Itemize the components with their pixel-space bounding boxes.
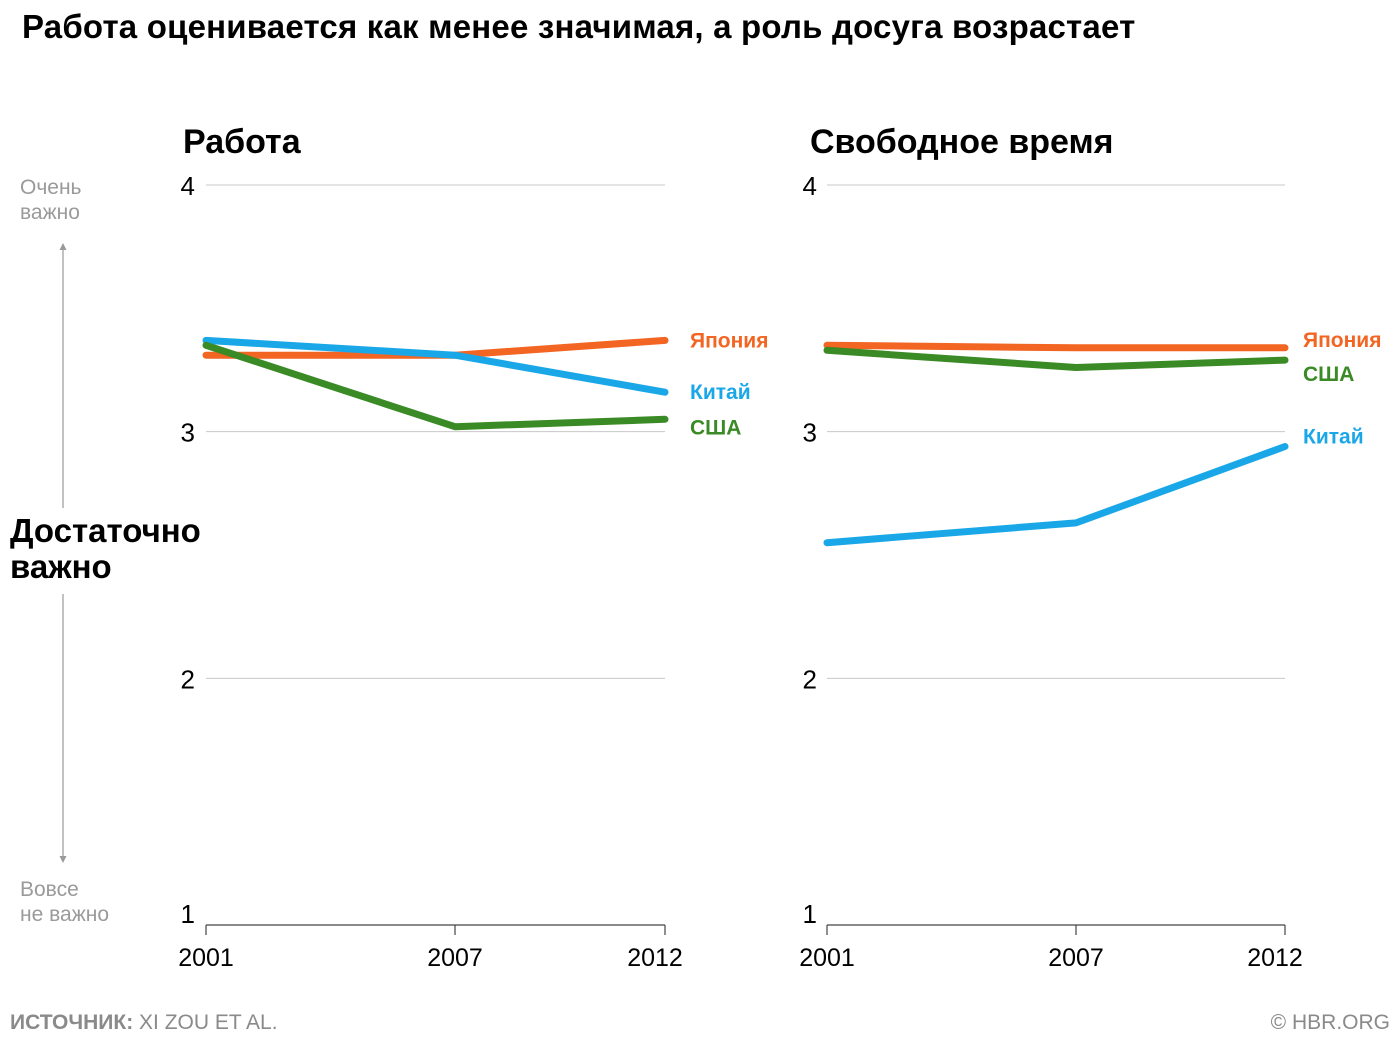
scale-label-middle-line2: важно: [10, 548, 112, 585]
series-line: [202, 341, 669, 431]
scale-label-bottom-line2: не важно: [20, 903, 110, 926]
arrow-up-icon: [59, 243, 67, 250]
y-tick-label: 1: [803, 899, 817, 929]
y-tick-label: 3: [181, 418, 195, 448]
scale-label-top-line2: важно: [20, 201, 80, 224]
chart-panel-leisure: 1 2 3 4 2001 2007 2012 Япония США Китай: [799, 171, 1381, 972]
x-tick-label: 2012: [1247, 944, 1303, 972]
scale-label-top-line1: Очень: [20, 176, 82, 199]
arrow-down-icon: [59, 856, 67, 863]
y-tick-label: 2: [181, 664, 195, 694]
y-tick-label: 4: [803, 171, 817, 201]
scale-label-middle-line1: Достаточно: [10, 512, 201, 549]
y-tick-label: 4: [181, 171, 195, 201]
y-tick-label: 2: [803, 664, 817, 694]
panel-title-work: Работа: [183, 123, 301, 161]
series-line: [202, 336, 669, 396]
source-label: ИСТОЧНИК:: [10, 1011, 134, 1034]
series-line: [823, 346, 1289, 371]
series-label: Япония: [1303, 329, 1381, 352]
series-label: США: [1303, 363, 1354, 386]
x-tick-label: 2001: [178, 944, 234, 972]
x-tick-label: 2007: [427, 944, 483, 972]
chart-title: Работа оценивается как менее значимая, а…: [22, 8, 1136, 45]
scale-label-top: Очень важно: [20, 175, 82, 225]
scale-arrow: [59, 243, 67, 863]
y-tick-label: 3: [803, 418, 817, 448]
scale-label-middle: Достаточно важно: [10, 513, 201, 585]
x-tick-label: 2012: [627, 944, 683, 972]
series-line: [823, 443, 1289, 547]
series-label: Китай: [690, 381, 751, 404]
chart-panel-work: 1 2 3 4 2001 2007 2012 Япония Китай США: [178, 171, 768, 972]
series-label: Япония: [690, 329, 768, 352]
source-text: XI ZOU ET AL.: [133, 1011, 278, 1034]
copyright: © HBR.ORG: [1270, 1011, 1390, 1034]
series-label: США: [690, 416, 741, 439]
x-tick-label: 2001: [799, 944, 855, 972]
x-tick-label: 2007: [1048, 944, 1104, 972]
panel-title-leisure: Свободное время: [810, 123, 1114, 161]
series-line: [823, 341, 1289, 352]
scale-label-bottom-line1: Вовсе: [20, 878, 79, 901]
y-tick-label: 1: [181, 899, 195, 929]
source-note: ИСТОЧНИК: XI ZOU ET AL.: [10, 1011, 278, 1035]
scale-label-bottom: Вовсе не важно: [20, 877, 109, 927]
series-label: Китай: [1303, 425, 1364, 448]
